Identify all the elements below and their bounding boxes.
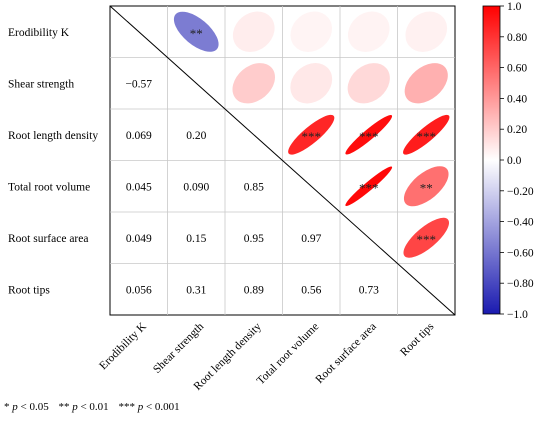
correlation-ellipse	[403, 166, 449, 207]
diagonal-line	[109, 5, 456, 316]
column-label: Root tips	[398, 320, 436, 358]
correlation-ellipse	[290, 11, 333, 52]
value-label: 0.15	[186, 233, 206, 245]
colorbar-tick-label: −0.20	[507, 186, 534, 198]
row-label: Root surface area	[8, 233, 88, 245]
correlation-ellipse	[345, 166, 393, 206]
value-label: 0.090	[183, 181, 209, 193]
correlation-ellipse	[405, 11, 448, 52]
colorbar	[482, 5, 501, 315]
correlation-ellipse	[403, 114, 450, 155]
footnote-item-1: ** p < 0.01	[58, 401, 109, 413]
significance-stars: ***	[417, 129, 437, 144]
value-label: 0.85	[244, 181, 264, 193]
value-label: 0.31	[186, 284, 206, 296]
footnote-item-0: * p < 0.05	[4, 401, 49, 413]
colorbar-tick-label: 0.60	[507, 63, 527, 75]
value-label: −0.57	[125, 78, 152, 90]
significance-stars: ***	[417, 232, 437, 247]
correlation-ellipse	[345, 114, 393, 155]
correlation-ellipse	[347, 63, 390, 104]
significance-footnote: * p < 0.05 ** p < 0.01 *** p < 0.001	[4, 401, 187, 413]
colorbar-tick-label: −1.0	[507, 309, 528, 321]
correlation-ellipse	[404, 63, 448, 104]
significance-stars: **	[190, 26, 203, 41]
correlation-ellipse	[290, 63, 333, 104]
correlation-ellipse	[232, 63, 276, 104]
significance-stars: ***	[302, 129, 322, 144]
column-label: Shear strength	[151, 320, 206, 375]
colorbar-tick-label: 0.80	[507, 32, 527, 44]
colorbar-tick-label: −0.60	[507, 247, 534, 259]
value-label: 0.89	[244, 284, 264, 296]
value-label: 0.045	[126, 181, 152, 193]
value-label: 0.069	[126, 130, 152, 142]
value-label: 0.056	[126, 284, 152, 296]
value-label: 0.56	[301, 284, 321, 296]
correlation-ellipse	[288, 114, 335, 155]
correlation-ellipse	[232, 11, 275, 52]
row-label: Root tips	[8, 284, 50, 296]
significance-stars: ***	[359, 180, 379, 195]
value-label: 0.73	[359, 284, 379, 296]
significance-stars: ***	[359, 129, 379, 144]
colorbar-tick-label: −0.80	[507, 278, 534, 290]
footnote-item-2: *** p < 0.001	[118, 401, 180, 413]
colorbar-tick-label: 0.20	[507, 124, 527, 136]
value-label: 0.95	[244, 233, 264, 245]
value-label: 0.97	[301, 233, 321, 245]
correlation-ellipse	[347, 11, 390, 52]
colorbar-tick-label: −0.40	[507, 217, 534, 229]
colorbar-tick-label: 0.40	[507, 93, 527, 105]
row-label: Shear strength	[8, 78, 74, 90]
value-label: 0.049	[126, 233, 152, 245]
correlation-ellipse	[173, 11, 219, 52]
significance-stars: **	[420, 180, 433, 195]
value-label: 0.20	[186, 130, 206, 142]
colorbar-tick-label: 1.0	[507, 1, 522, 13]
column-label: Total root volume	[255, 321, 322, 388]
row-label: Root length density	[8, 130, 98, 142]
row-label: Erodibility K	[8, 27, 70, 39]
column-label: Root surface area	[313, 321, 378, 386]
row-label: Total root volume	[8, 181, 90, 193]
column-label: Erodibility K	[97, 320, 149, 372]
colorbar-tick-label: 0.0	[507, 155, 522, 167]
correlation-ellipse	[403, 217, 450, 258]
